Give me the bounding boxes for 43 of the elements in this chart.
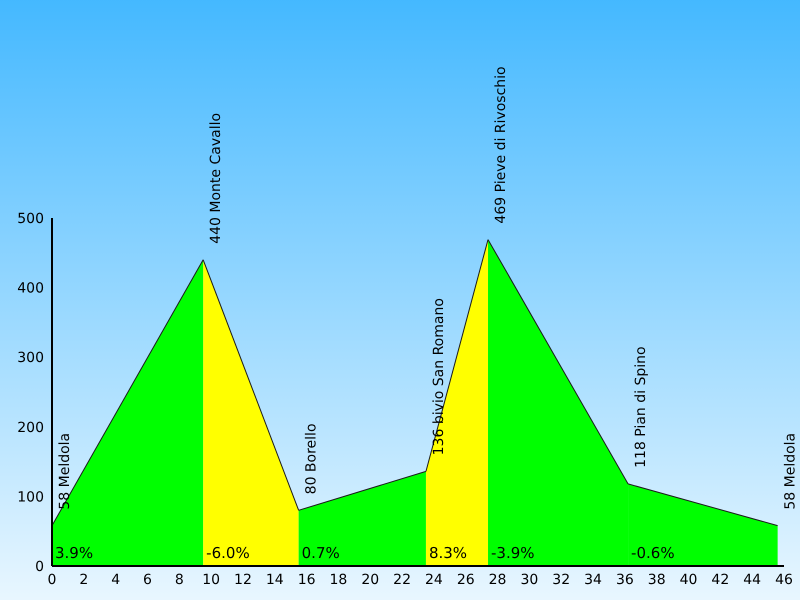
x-tick-label: 22 (393, 572, 411, 588)
series-label: 0.7% (302, 544, 340, 562)
x-tick-label: 36 (616, 572, 634, 588)
x-tick-label: 34 (584, 572, 602, 588)
x-tick-label: 46 (775, 572, 793, 588)
x-tick-label: 44 (743, 572, 762, 588)
x-tick-label: 28 (488, 572, 506, 588)
series-label: 8.3% (428, 544, 468, 562)
series-label: -6.0% (206, 544, 250, 562)
annotation: 136 bivio San Romano (430, 298, 447, 456)
y-tick-label: 300 (17, 350, 44, 366)
annotation: 58 Meldola (782, 432, 799, 510)
x-tick-label: 14 (266, 572, 284, 588)
x-tick-label: 2 (79, 572, 88, 588)
x-tick-label: 38 (648, 572, 666, 588)
x-tick-label: 10 (202, 572, 220, 588)
x-tick-label: 26 (456, 572, 475, 588)
annotation: 80 Borello (304, 423, 320, 494)
x-tick-label: 6 (143, 572, 152, 588)
y-tick-label: 0 (35, 558, 44, 575)
y-tick-label: 100 (17, 489, 44, 506)
x-tick-label: 20 (361, 572, 380, 588)
x-tick-label: 8 (174, 572, 184, 588)
x-tick-label: 24 (425, 572, 443, 588)
series-label: -0.6% (631, 544, 675, 562)
x-tick-label: 16 (298, 572, 316, 588)
x-tick-label: 30 (520, 572, 538, 588)
y-tick-label: 500 (17, 210, 44, 227)
series-label: 3.9% (55, 544, 94, 562)
x-tick-label: 18 (330, 572, 348, 588)
annotation: 118 Pian di Spino (633, 346, 650, 468)
annotation: 469 Pieve di Rivoschio (493, 66, 510, 224)
x-tick-label: 40 (680, 572, 698, 588)
y-tick-label: 400 (17, 280, 44, 297)
x-tick-label: 0 (48, 572, 56, 588)
x-tick-label: 12 (234, 572, 252, 588)
x-tick-label: 42 (711, 572, 730, 588)
annotation: 58 Meldola (57, 432, 73, 510)
x-tick-label: 4 (111, 572, 120, 588)
x-tick-label: 32 (552, 572, 570, 588)
annotation: 440 Monte Cavallo (208, 112, 224, 244)
y-tick-label: 200 (17, 420, 44, 436)
series-label: -3.9% (491, 544, 535, 562)
